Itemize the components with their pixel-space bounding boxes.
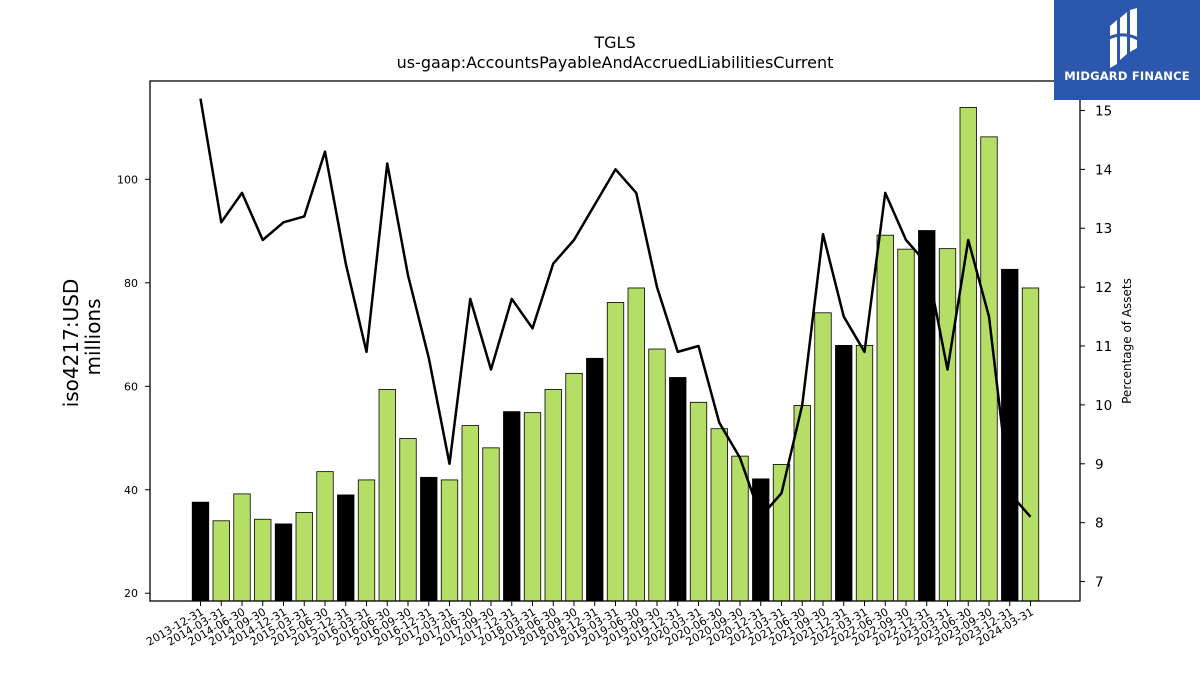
bar-2021-03-31 (772, 464, 791, 602)
brand-name: MIDGARD FINANCE (1064, 69, 1190, 83)
y2-tick-label: 12 (1095, 280, 1112, 296)
y-tick-label: 60 (124, 380, 138, 393)
chart-subtitle: us-gaap:AccountsPayableAndAccruedLiabili… (397, 53, 834, 72)
brand-logo: MIDGARD FINANCE (1054, 0, 1200, 100)
bar-2017-09-30 (482, 447, 500, 602)
bar-2016-06-30 (378, 388, 396, 602)
y-axis-label: iso4217:USD (59, 279, 83, 408)
bar-2017-12-31 (503, 411, 521, 602)
bar-2016-09-30 (399, 438, 417, 602)
y2-tick-label: 13 (1095, 221, 1112, 237)
bar-2015-06-30 (316, 471, 334, 602)
y-tick-label: 20 (124, 587, 138, 600)
bar-2019-12-31 (669, 377, 687, 602)
bar-2024-03-31 (1021, 287, 1040, 602)
y2-tick-label: 11 (1095, 339, 1112, 355)
y-axis-label-unit: millions (81, 298, 105, 375)
bar-2014-12-31 (274, 523, 293, 602)
bar-2020-03-31 (689, 401, 708, 602)
bar-2015-12-31 (337, 494, 355, 602)
percentage-line (199, 98, 1032, 519)
y2-tick-label: 7 (1095, 575, 1104, 591)
y-tick-label: 100 (117, 173, 138, 186)
bar-2022-06-30 (876, 234, 894, 602)
bar-2023-03-31 (938, 248, 957, 602)
bar-2013-12-31 (191, 501, 210, 602)
bar-2014-06-30 (233, 493, 251, 602)
y2-tick-label: 15 (1095, 103, 1112, 119)
bar-2015-03-31 (295, 512, 313, 602)
bar-2023-06-30 (959, 106, 977, 602)
y2-tick-label: 14 (1095, 162, 1112, 178)
bar-2014-09-30 (254, 518, 272, 602)
y2-tick-label: 8 (1095, 516, 1104, 532)
bar-2019-09-30 (648, 348, 666, 602)
y2-tick-label: 9 (1095, 457, 1104, 473)
bar-2021-09-30 (814, 312, 832, 602)
chart-title: TGLS (593, 33, 635, 52)
bar-2014-03-31 (212, 520, 230, 602)
bar-2016-12-31 (420, 476, 438, 602)
bar-2017-03-31 (440, 479, 459, 602)
y-tick-label: 40 (124, 484, 138, 497)
bar-2020-06-30 (710, 428, 728, 602)
bar-2018-12-31 (586, 357, 604, 602)
bar-2017-06-30 (461, 425, 479, 602)
y2-axis-label: Percentage of Assets (1120, 278, 1134, 404)
bar-2021-12-31 (835, 344, 853, 602)
bar-2022-03-31 (855, 344, 874, 602)
bar-2019-03-31 (606, 302, 625, 602)
bar-2018-09-30 (565, 372, 583, 602)
y2-tick-label: 10 (1095, 398, 1112, 414)
bar-2016-03-31 (357, 479, 376, 602)
bar-2022-09-30 (897, 248, 915, 602)
bar-2018-06-30 (544, 388, 562, 602)
bar-2019-06-30 (627, 287, 645, 602)
bar-2022-12-31 (918, 230, 936, 602)
midgard-logo-icon (1108, 8, 1144, 68)
bar-2018-03-31 (523, 412, 542, 602)
y-tick-label: 80 (124, 277, 138, 290)
